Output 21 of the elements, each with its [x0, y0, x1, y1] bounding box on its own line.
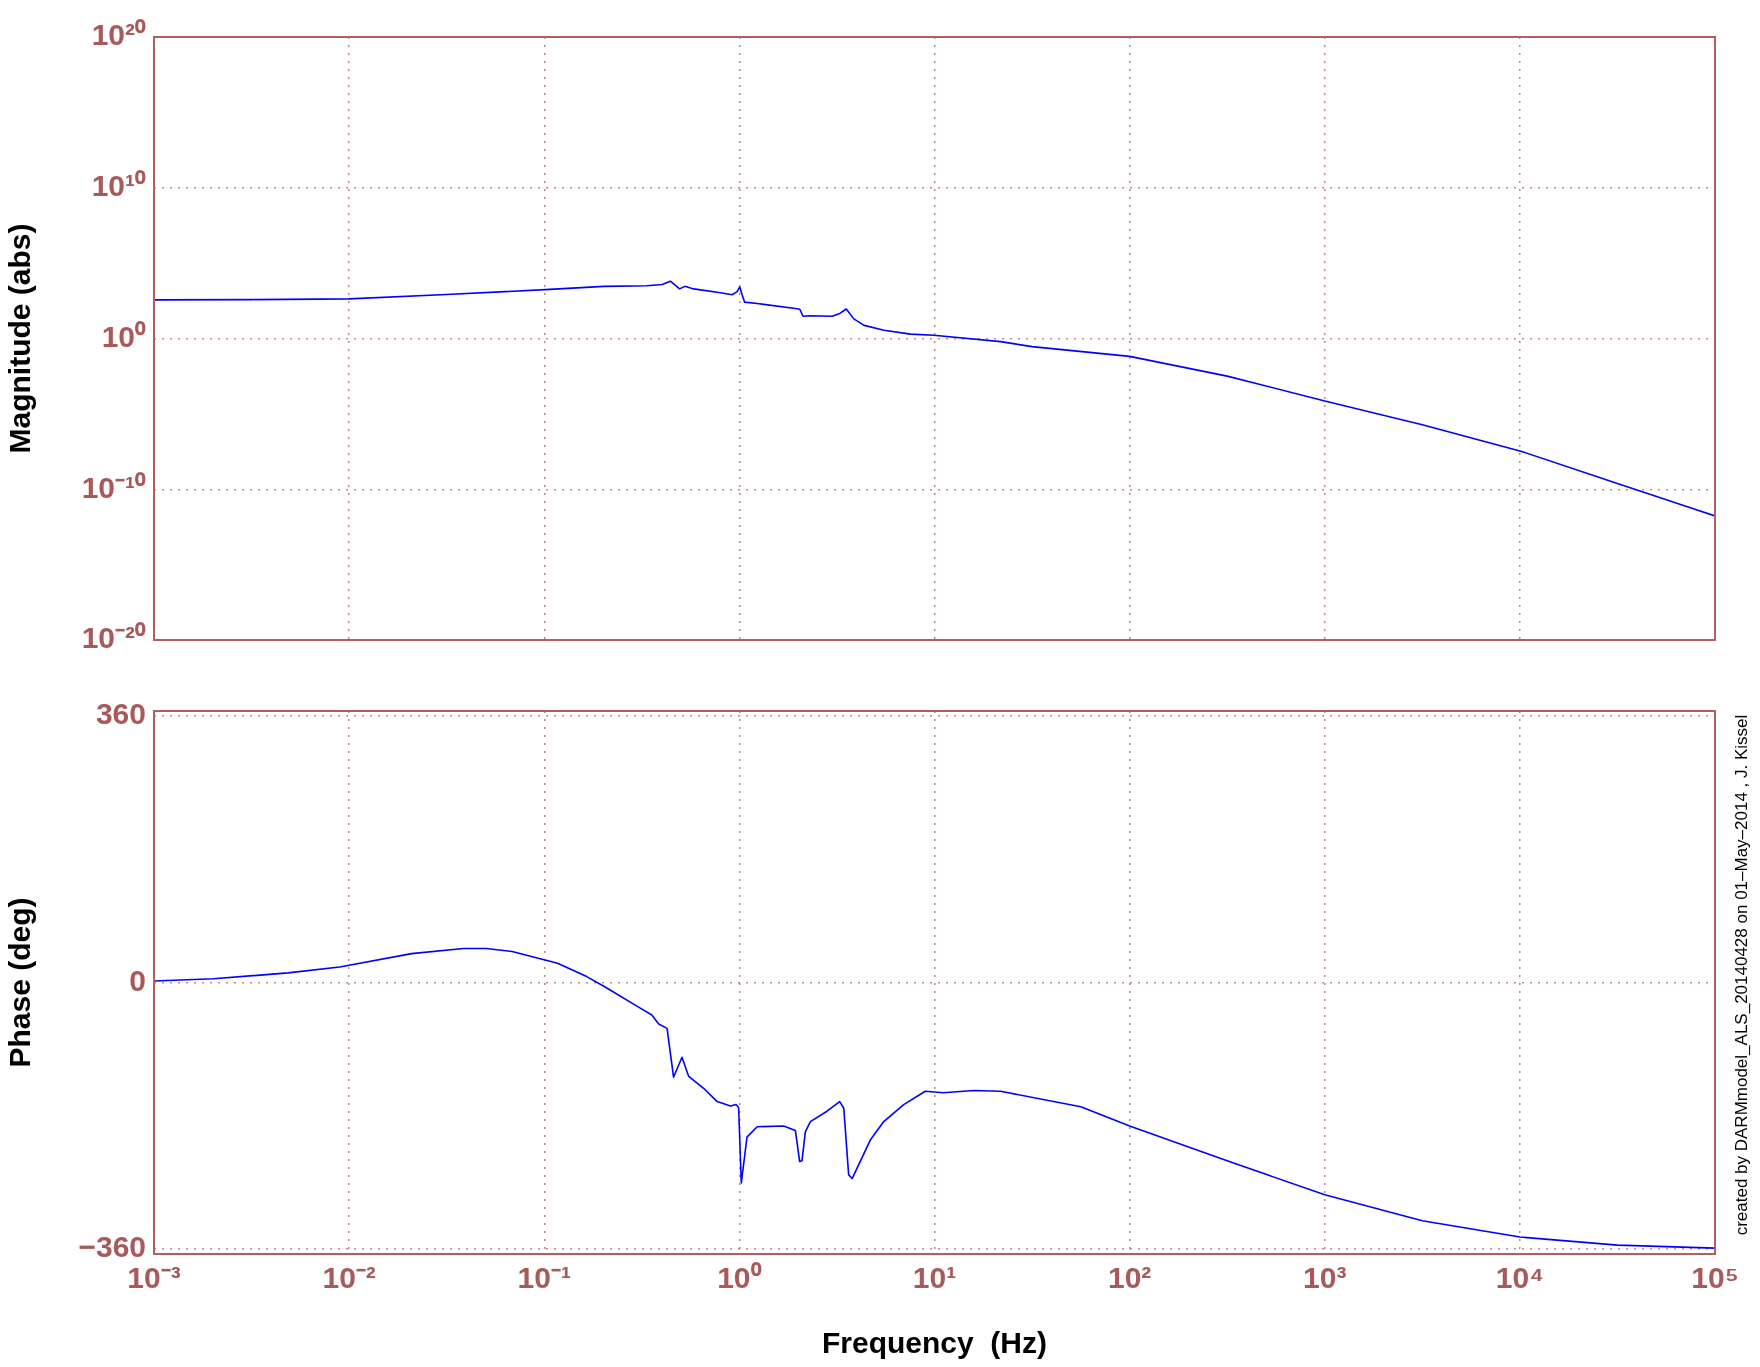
x-tick-label: 10¹ — [912, 1261, 957, 1295]
x-tick-label: 10⁰ — [717, 1261, 762, 1295]
x-tick-label: 10² — [1107, 1261, 1152, 1295]
y-tick-label: 10⁰ — [101, 319, 146, 353]
y-tick-label: 10²⁰ — [91, 18, 146, 52]
y-tick-label: 10⁻¹⁰ — [81, 470, 146, 504]
y-tick-label: 10⁻²⁰ — [81, 621, 146, 655]
x-axis-title: Frequency (Hz) — [821, 1326, 1048, 1360]
x-tick-label: 10⁵ — [1691, 1261, 1739, 1295]
x-tick-label: 10⁻² — [322, 1261, 376, 1295]
y-tick-label: 360 — [95, 697, 146, 731]
y-tick-label: 10¹⁰ — [91, 169, 146, 203]
x-tick-label: 10⁴ — [1495, 1261, 1544, 1295]
y-tick-label: −360 — [78, 1230, 146, 1264]
y-axis-title: Magnitude (abs) — [3, 223, 37, 454]
x-tick-label: 10⁻¹ — [517, 1261, 571, 1295]
text: created by DARMmodel_ALS_20140428 on 01–May–2014 , J. Kissel — [1731, 714, 1752, 1236]
y-axis-title: Phase (deg) — [3, 897, 37, 1068]
y-tick-label: 0 — [129, 963, 146, 997]
x-tick-label: 10³ — [1303, 1261, 1347, 1295]
x-tick-label: 10⁻³ — [127, 1261, 181, 1295]
